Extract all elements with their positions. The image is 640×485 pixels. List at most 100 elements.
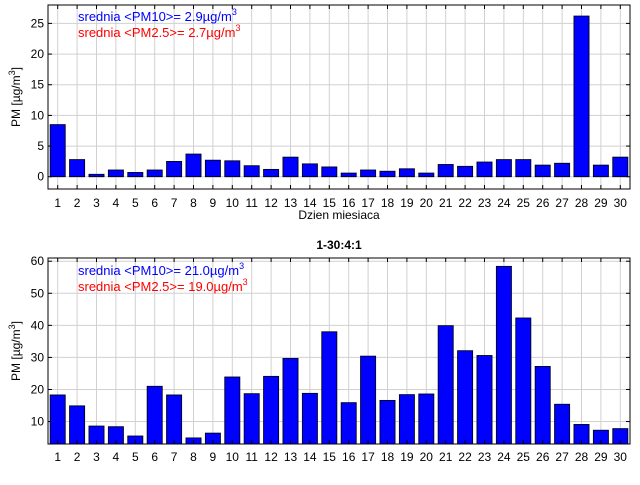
x-tick-label: 11 xyxy=(245,196,258,210)
bar-pm10-day-2 xyxy=(69,405,86,445)
bar-pm10-day-20 xyxy=(418,172,435,178)
bar-pm10-day-1 xyxy=(49,394,66,445)
bar-pm10-day-10 xyxy=(224,376,241,445)
x-tick-label: 11 xyxy=(245,450,258,464)
x-tick-label: 30 xyxy=(614,196,628,210)
bar-pm10-day-18 xyxy=(379,399,396,445)
bar-pm10-day-25 xyxy=(515,159,532,178)
x-tick-label: 16 xyxy=(342,450,356,464)
bar-pm10-day-18 xyxy=(379,170,396,178)
bar-pm10-day-21 xyxy=(437,325,454,445)
legend-entry-pm10: srednia <PM10>= 2.9µg/m3 xyxy=(78,7,237,24)
bar-pm10-day-1 xyxy=(49,124,66,178)
y-tick-label: 20 xyxy=(31,382,45,396)
x-tick-label: 6 xyxy=(151,196,158,210)
x-tick-label: 16 xyxy=(342,196,356,210)
x-tick-label: 4 xyxy=(113,196,120,210)
x-tick-label: 6 xyxy=(151,450,158,464)
legend-entry-pm25: srednia <PM2.5>= 2.7µg/m3 xyxy=(78,23,240,40)
bar-pm10-day-7 xyxy=(166,394,183,445)
x-tick-label: 24 xyxy=(497,450,511,464)
x-tick-label: 7 xyxy=(171,196,178,210)
bar-pm10-day-2 xyxy=(69,159,86,178)
bar-pm10-day-27 xyxy=(554,403,571,445)
bar-pm10-day-24 xyxy=(495,265,512,445)
x-tick-label: 24 xyxy=(497,196,511,210)
bar-pm10-day-14 xyxy=(301,163,318,178)
bar-pm10-day-12 xyxy=(263,375,280,445)
bar-pm10-day-14 xyxy=(301,392,318,445)
x-tick-label: 2 xyxy=(74,196,81,210)
x-tick-label: 5 xyxy=(132,196,139,210)
x-tick-label: 1 xyxy=(54,196,61,210)
y-tick-label: 10 xyxy=(31,108,45,122)
x-tick-label: 25 xyxy=(517,196,531,210)
y-tick-label: 40 xyxy=(31,318,45,332)
x-tick-label: 13 xyxy=(284,450,298,464)
x-tick-label: 14 xyxy=(303,450,317,464)
legend-entry-pm25: srednia <PM2.5>= 19.0µg/m3 xyxy=(78,277,248,294)
bar-pm10-day-20 xyxy=(418,393,435,445)
bar-pm10-day-19 xyxy=(398,168,415,178)
x-tick-label: 17 xyxy=(361,196,375,210)
x-tick-label: 29 xyxy=(594,450,608,464)
x-tick-label: 13 xyxy=(284,196,298,210)
x-tick-label: 1 xyxy=(54,450,61,464)
bar-pm10-day-12 xyxy=(263,168,280,178)
x-tick-label: 14 xyxy=(303,196,317,210)
x-tick-label: 15 xyxy=(323,450,337,464)
axes-frame xyxy=(47,257,631,445)
bar-pm10-day-23 xyxy=(476,355,493,445)
legend-entry-pm10: srednia <PM10>= 21.0µg/m3 xyxy=(78,261,244,278)
y-tick-label: 60 xyxy=(31,254,45,268)
x-tick-label: 21 xyxy=(439,450,453,464)
x-axis-label: Dzien miesiaca xyxy=(298,208,380,222)
x-tick-label: 25 xyxy=(517,450,531,464)
y-axis-label: PM [µg/m3] xyxy=(7,321,23,381)
x-tick-label: 4 xyxy=(113,450,120,464)
x-tick-label: 10 xyxy=(226,196,240,210)
x-tick-label: 20 xyxy=(420,196,434,210)
bar-pm10-day-6 xyxy=(146,169,163,178)
y-tick-label: 10 xyxy=(31,415,45,429)
x-tick-label: 27 xyxy=(555,450,569,464)
bar-pm10-day-11 xyxy=(243,393,260,445)
y-tick-label: 5 xyxy=(37,139,44,153)
x-tick-label: 27 xyxy=(555,196,569,210)
bar-pm10-day-23 xyxy=(476,161,493,178)
bar-pm10-day-11 xyxy=(243,165,260,178)
x-tick-label: 5 xyxy=(132,450,139,464)
x-tick-label: 3 xyxy=(93,450,100,464)
x-tick-label: 23 xyxy=(478,450,492,464)
y-tick-label: 50 xyxy=(31,286,45,300)
axes-frame xyxy=(47,4,631,190)
x-tick-label: 23 xyxy=(478,196,492,210)
bar-pm10-day-9 xyxy=(204,159,221,178)
bar-pm10-day-27 xyxy=(554,162,571,178)
x-tick-label: 15 xyxy=(323,196,337,210)
bar-pm10-day-5 xyxy=(127,172,144,178)
y-axis-label: PM [µg/m3] xyxy=(7,67,23,127)
x-tick-label: 9 xyxy=(210,196,217,210)
x-tick-label: 8 xyxy=(190,450,197,464)
bar-pm10-day-19 xyxy=(398,394,415,445)
bar-pm10-day-7 xyxy=(166,160,183,178)
bar-pm10-day-13 xyxy=(282,156,299,178)
bar-pm10-day-8 xyxy=(185,153,202,178)
y-tick-label: 20 xyxy=(31,47,45,61)
x-tick-label: 29 xyxy=(594,196,608,210)
chart-title: 1-30:4:1 xyxy=(316,238,362,252)
y-tick-label: 0 xyxy=(37,170,44,184)
x-tick-label: 19 xyxy=(400,196,414,210)
bar-pm10-day-16 xyxy=(340,402,357,445)
bar-pm10-day-30 xyxy=(612,156,629,178)
x-tick-label: 28 xyxy=(575,450,589,464)
bar-pm10-day-13 xyxy=(282,357,299,445)
x-tick-label: 21 xyxy=(439,196,453,210)
bar-pm10-day-10 xyxy=(224,160,241,178)
bar-pm10-day-16 xyxy=(340,172,357,178)
